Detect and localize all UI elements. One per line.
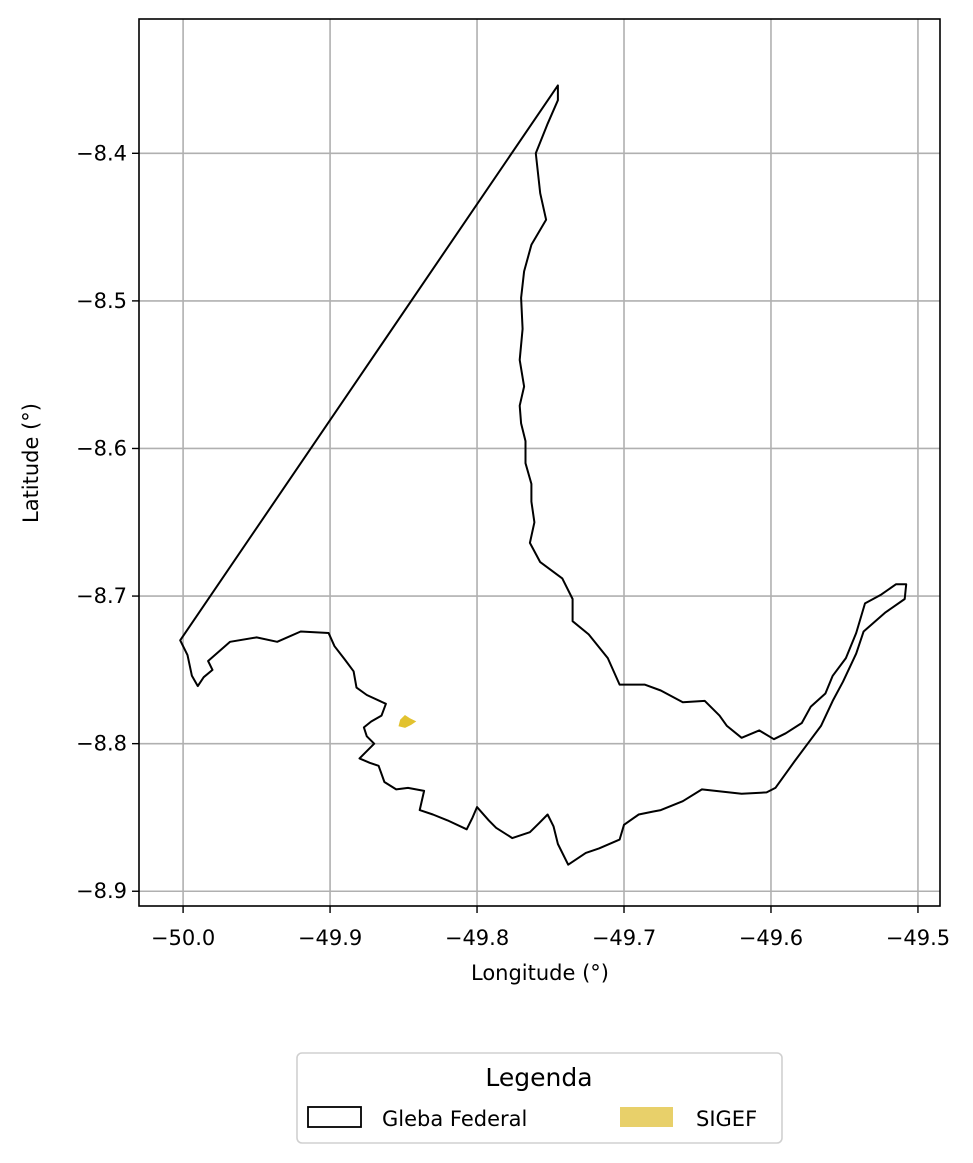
x-tick-label: −49.6 bbox=[739, 926, 803, 950]
x-tick-label: −49.8 bbox=[445, 926, 509, 950]
plot-frame bbox=[138, 18, 941, 907]
plot-area bbox=[138, 18, 941, 907]
y-tick-label: −8.4 bbox=[76, 141, 127, 165]
polygon-sigef bbox=[398, 714, 417, 728]
legend-title: Legenda bbox=[485, 1063, 592, 1092]
legend-swatch-gleba-federal bbox=[307, 1106, 362, 1128]
polygon-gleba-federal bbox=[179, 84, 908, 866]
legend-label-sigef: SIGEF bbox=[696, 1107, 757, 1131]
x-tick-label: −49.7 bbox=[592, 926, 656, 950]
y-axis-title: Latitude (°) bbox=[19, 403, 43, 523]
legend: Legenda Gleba Federal SIGEF bbox=[296, 1052, 783, 1144]
y-tick-label: −8.5 bbox=[76, 289, 127, 313]
y-tick-label: −8.9 bbox=[76, 879, 127, 903]
y-tick-label: −8.6 bbox=[76, 436, 127, 460]
y-tick-label: −8.7 bbox=[76, 584, 127, 608]
x-tick-label: −49.5 bbox=[886, 926, 950, 950]
grid-lines bbox=[139, 19, 940, 906]
x-tick-label: −50.0 bbox=[151, 926, 215, 950]
x-axis-title: Longitude (°) bbox=[471, 961, 609, 985]
map-layers bbox=[179, 84, 908, 866]
y-axis-ticks: −8.4 −8.5 −8.6 −8.7 −8.8 −8.9 bbox=[76, 141, 139, 903]
x-axis-ticks: −50.0 −49.9 −49.8 −49.7 −49.6 −49.5 bbox=[151, 906, 950, 950]
y-tick-label: −8.8 bbox=[76, 732, 127, 756]
legend-label-gleba-federal: Gleba Federal bbox=[382, 1107, 527, 1131]
legend-swatch-sigef bbox=[620, 1107, 673, 1127]
x-tick-label: −49.9 bbox=[298, 926, 362, 950]
